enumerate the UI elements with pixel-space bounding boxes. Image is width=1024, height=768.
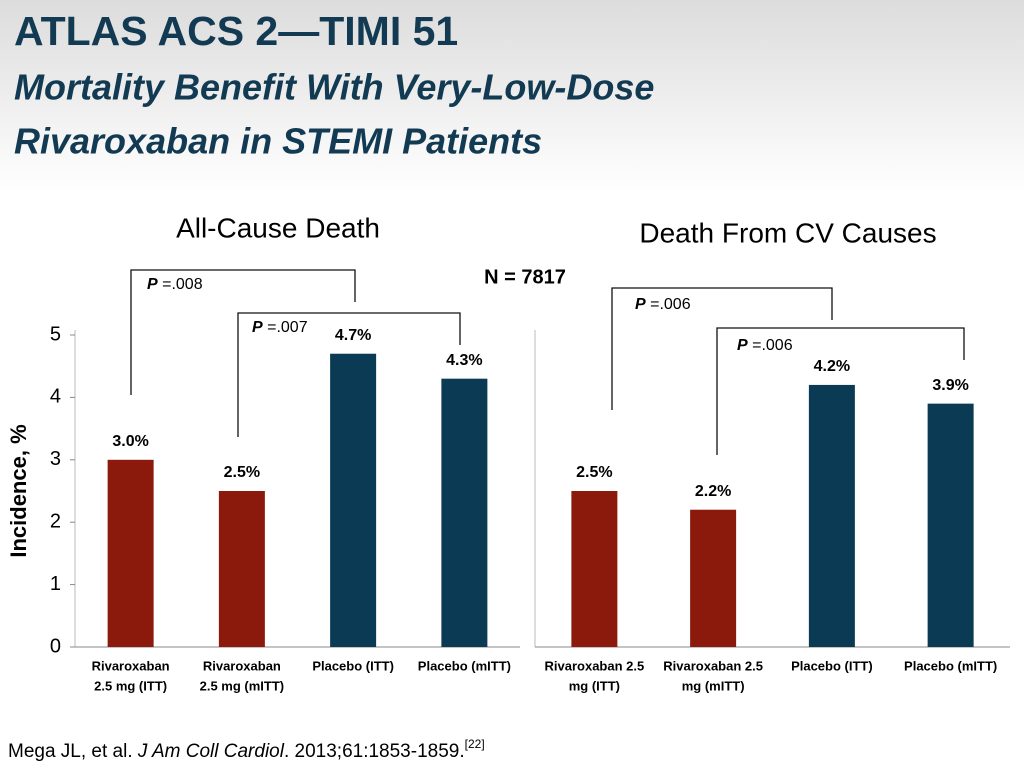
n-annotation: N = 7817 (484, 266, 566, 288)
bar (571, 491, 618, 647)
y-tick-label: 1 (50, 573, 61, 595)
x-tick-label: Placebo (ITT) (791, 658, 873, 673)
significance-bracket (716, 327, 965, 455)
x-tick-label: Rivaroxaban (203, 658, 281, 673)
y-axis-label: Incidence, % (6, 424, 31, 557)
y-tick-label: 0 (50, 635, 61, 657)
y-tick-label: 4 (50, 386, 61, 408)
slide-subtitle: Rivaroxaban in STEMI Patients (14, 121, 542, 162)
bar (690, 509, 737, 647)
bar (107, 459, 154, 647)
p-value: P =.006 (737, 337, 793, 354)
citation: Mega JL, et al. J Am Coll Cardiol. 2013;… (8, 737, 485, 762)
p-value: P =.008 (147, 276, 203, 293)
y-tick-label: 2 (50, 510, 61, 532)
significance-bracket (237, 312, 461, 437)
value-label: 2.5% (224, 464, 260, 481)
p-symbol: P (252, 319, 263, 336)
chart-title: All-Cause Death (176, 212, 380, 243)
value-label: 4.3% (446, 352, 482, 369)
p-symbol: P (635, 296, 646, 313)
citation-journal: J Am Coll Cardiol (137, 741, 285, 762)
bar (330, 353, 377, 647)
x-tick-label: Rivaroxaban 2.5 (545, 658, 645, 673)
x-tick-label: 2.5 mg (ITT) (94, 678, 167, 693)
p-value: P =.007 (252, 319, 308, 336)
bar (441, 378, 488, 647)
x-tick-label: Rivaroxaban (92, 658, 170, 673)
x-tick-label: mg (mITT) (682, 678, 745, 693)
p-value-text: =.006 (748, 337, 793, 354)
p-value: P =.006 (635, 296, 691, 313)
p-symbol: P (147, 276, 158, 293)
chart-title: Death From CV Causes (639, 217, 936, 248)
x-tick-label: Placebo (ITT) (312, 658, 394, 673)
value-label: 4.7% (335, 327, 371, 344)
citation-details: . 2013;61:1853-1859. (284, 741, 465, 762)
p-value-text: =.006 (646, 296, 691, 313)
value-label: 2.2% (695, 483, 731, 500)
bar (808, 384, 855, 647)
p-symbol: P (737, 337, 748, 354)
bar (218, 491, 265, 647)
x-tick-label: Placebo (mITT) (904, 658, 997, 673)
bar (927, 403, 974, 647)
x-tick-label: 2.5 mg (mITT) (200, 678, 285, 693)
significance-bracket (611, 287, 833, 410)
slide-subtitle: Mortality Benefit With Very-Low-Dose (14, 67, 654, 108)
x-tick-label: Placebo (mITT) (418, 658, 511, 673)
x-tick-label: mg (ITT) (569, 678, 620, 693)
x-tick-label: Rivaroxaban 2.5 (663, 658, 763, 673)
value-label: 3.0% (112, 433, 148, 450)
value-label: 4.2% (814, 358, 850, 375)
p-value-text: =.007 (263, 319, 308, 336)
value-label: 2.5% (576, 464, 612, 481)
value-label: 3.9% (932, 377, 968, 394)
y-tick-label: 3 (50, 448, 61, 470)
citation-ref: [22] (465, 737, 485, 751)
p-value-text: =.008 (158, 276, 203, 293)
citation-authors: Mega JL, et al. (8, 741, 138, 762)
slide-title: ATLAS ACS 2—TIMI 51 (14, 8, 458, 54)
significance-bracket (130, 269, 356, 395)
y-tick-label: 5 (50, 323, 61, 345)
